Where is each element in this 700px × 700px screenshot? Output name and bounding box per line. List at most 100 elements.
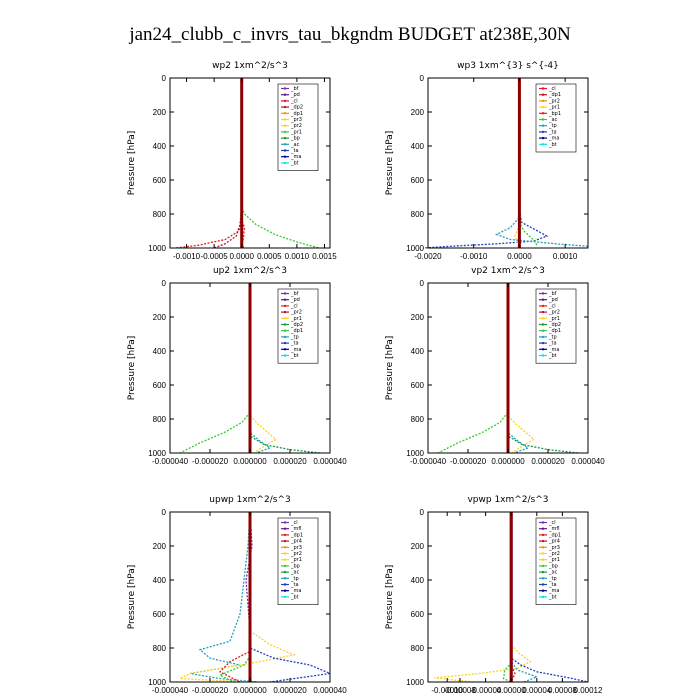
up2-legend-marker xyxy=(283,348,287,351)
vpwp-legend-label: _cl xyxy=(548,520,556,526)
up2-xtick-label: -0.000020 xyxy=(192,457,229,466)
wp2-legend-label: _bt xyxy=(290,160,299,166)
wp2-xtick-label: 0.0015 xyxy=(312,252,337,261)
vp2-ytick-label: 800 xyxy=(411,415,425,424)
vpwp-legend-marker xyxy=(541,564,545,568)
up2-legend-marker xyxy=(283,304,287,308)
wp2-ytick-label: 800 xyxy=(153,210,167,219)
upwp-xtick-label: -0.000040 xyxy=(152,686,189,695)
up2-legend-label: _dp1 xyxy=(290,328,303,334)
vp2-legend-label: _bt xyxy=(548,353,557,359)
wp2-legend-marker xyxy=(283,118,287,121)
up2-ytick-label: 600 xyxy=(153,381,167,390)
upwp-legend-marker xyxy=(283,564,287,568)
wp2-xtick-label: 0.0000 xyxy=(229,252,254,261)
wp2-ytick-label: 600 xyxy=(153,176,167,185)
wp3-ytick-label: 200 xyxy=(411,108,425,117)
up2-panel: up2 1xm^2/s^3 Pressure [hPa] 0 200 400 600 800… xyxy=(127,266,347,466)
wp2-legend-label: _pr2 xyxy=(290,123,302,129)
vpwp-legend-marker xyxy=(541,583,545,586)
vp2-series-line xyxy=(507,283,536,454)
wp3-legend-label: _bt xyxy=(548,142,557,148)
up2-legend-label: _dp2 xyxy=(290,322,303,328)
wp3-legend-marker xyxy=(541,112,545,115)
vpwp-legend-marker xyxy=(541,539,545,543)
vpwp-ytick-label: 600 xyxy=(411,610,425,619)
up2-xtick-label: 0.000040 xyxy=(313,457,347,466)
wp2-legend-marker xyxy=(283,136,287,140)
vp2-legend-marker xyxy=(541,323,545,326)
wp3-legend-marker xyxy=(541,105,545,109)
vpwp-xtick-label: 0.00004 xyxy=(522,686,551,695)
vp2-legend-marker xyxy=(541,348,545,351)
up2-legend-label: _ta xyxy=(290,341,299,347)
wp3-series-line xyxy=(423,78,549,249)
wp2-legend-marker xyxy=(283,149,287,152)
wp3-ytick-label: 400 xyxy=(411,142,425,151)
vp2-legend-label: _dp2 xyxy=(548,322,561,328)
vp2-legend-marker xyxy=(541,292,545,295)
wp3-legend-label: _dp1 xyxy=(548,92,561,98)
vpwp-legend-label: _pr2 xyxy=(548,551,560,557)
up2-ytick-label: 1000 xyxy=(148,449,166,458)
wp2-legend-marker xyxy=(283,155,287,158)
up2-legend-label: _pr2 xyxy=(290,310,302,316)
upwp-legend-label: _bp xyxy=(290,563,300,569)
vpwp-legend-label: _ma xyxy=(548,588,559,594)
wp3-legend-label: _bp1 xyxy=(548,111,561,117)
wp2-legend-label: _ac xyxy=(290,142,300,148)
vp2-ytick-label: 400 xyxy=(411,347,425,356)
wp2-legend-marker xyxy=(283,99,287,103)
upwp-title: upwp 1xm^2/s^3 xyxy=(209,495,290,505)
up2-legend-label: _bt xyxy=(290,353,299,359)
vpwp-series-line xyxy=(510,512,539,683)
vp2-legend-marker xyxy=(541,354,545,357)
vpwp-legend-label: _ac xyxy=(548,570,558,576)
up2-title: up2 1xm^2/s^3 xyxy=(213,266,287,276)
vpwp-legend-label: _ta xyxy=(548,582,557,588)
upwp-legend-marker xyxy=(283,589,287,592)
vp2-xtick-label: -0.000020 xyxy=(450,457,487,466)
up2-legend-marker xyxy=(283,341,287,345)
wp2-legend-marker xyxy=(283,161,287,165)
wp2-series-line xyxy=(213,78,243,249)
vpwp-legend-label: _mfl xyxy=(548,526,560,532)
vpwp-legend-marker xyxy=(541,558,545,561)
vpwp-series-line xyxy=(510,512,516,683)
wp2-panel: wp2 1xm^2/s^3 Pressure [hPa] 0 200 400 600 800… xyxy=(127,61,337,261)
vp2-series-line xyxy=(437,283,509,454)
vpwp-legend-label: _bp xyxy=(548,563,558,569)
upwp-legend-label: _mfl xyxy=(290,526,302,532)
wp3-plot-frame xyxy=(427,77,589,249)
up2-xtick-label: -0.000040 xyxy=(152,457,189,466)
wp2-legend-label: _bf xyxy=(290,86,299,92)
upwp-legend-label: _tp xyxy=(290,576,299,582)
vpwp-xtick-label: -0.00008 xyxy=(444,686,476,695)
wp3-legend-label: _ta xyxy=(548,129,557,135)
vp2-ylabel: Pressure [hPa] xyxy=(385,336,395,401)
vp2-legend-label: _dp1 xyxy=(548,328,561,334)
wp2-ytick-label: 200 xyxy=(153,108,167,117)
vp2-title: vp2 1xm^2/s^3 xyxy=(471,266,545,276)
wp3-legend-label: _tp xyxy=(548,123,557,129)
vp2-xtick-label: -0.000040 xyxy=(410,457,447,466)
vp2-legend-marker xyxy=(541,298,545,301)
wp2-legend-label: _ma xyxy=(290,154,301,160)
vpwp-ytick-label: 400 xyxy=(411,576,425,585)
upwp-ylabel: Pressure [hPa] xyxy=(127,565,137,630)
vp2-legend-marker xyxy=(541,335,545,339)
wp2-legend-label: _ta xyxy=(290,148,299,154)
upwp-legend-label: _ac xyxy=(290,570,300,576)
wp2-xtick-label: -0.0005 xyxy=(201,252,229,261)
upwp-panel: upwp 1xm^2/s^3 Pressure [hPa] 0 200 400 600 80… xyxy=(127,495,347,695)
up2-legend-marker xyxy=(283,310,287,314)
vpwp-legend-marker xyxy=(541,546,545,549)
vp2-legend-label: _ma xyxy=(548,347,559,353)
upwp-xtick-label: 0.000040 xyxy=(313,686,347,695)
vp2-series-line xyxy=(507,283,530,454)
vp2-ytick-label: 600 xyxy=(411,381,425,390)
upwp-legend-label: _dp1 xyxy=(290,532,303,538)
vpwp-legend-marker xyxy=(541,595,545,599)
upwp-legend-marker xyxy=(283,546,287,549)
wp3-title: wp3 1xm^{3} s^{-4} xyxy=(457,61,559,71)
